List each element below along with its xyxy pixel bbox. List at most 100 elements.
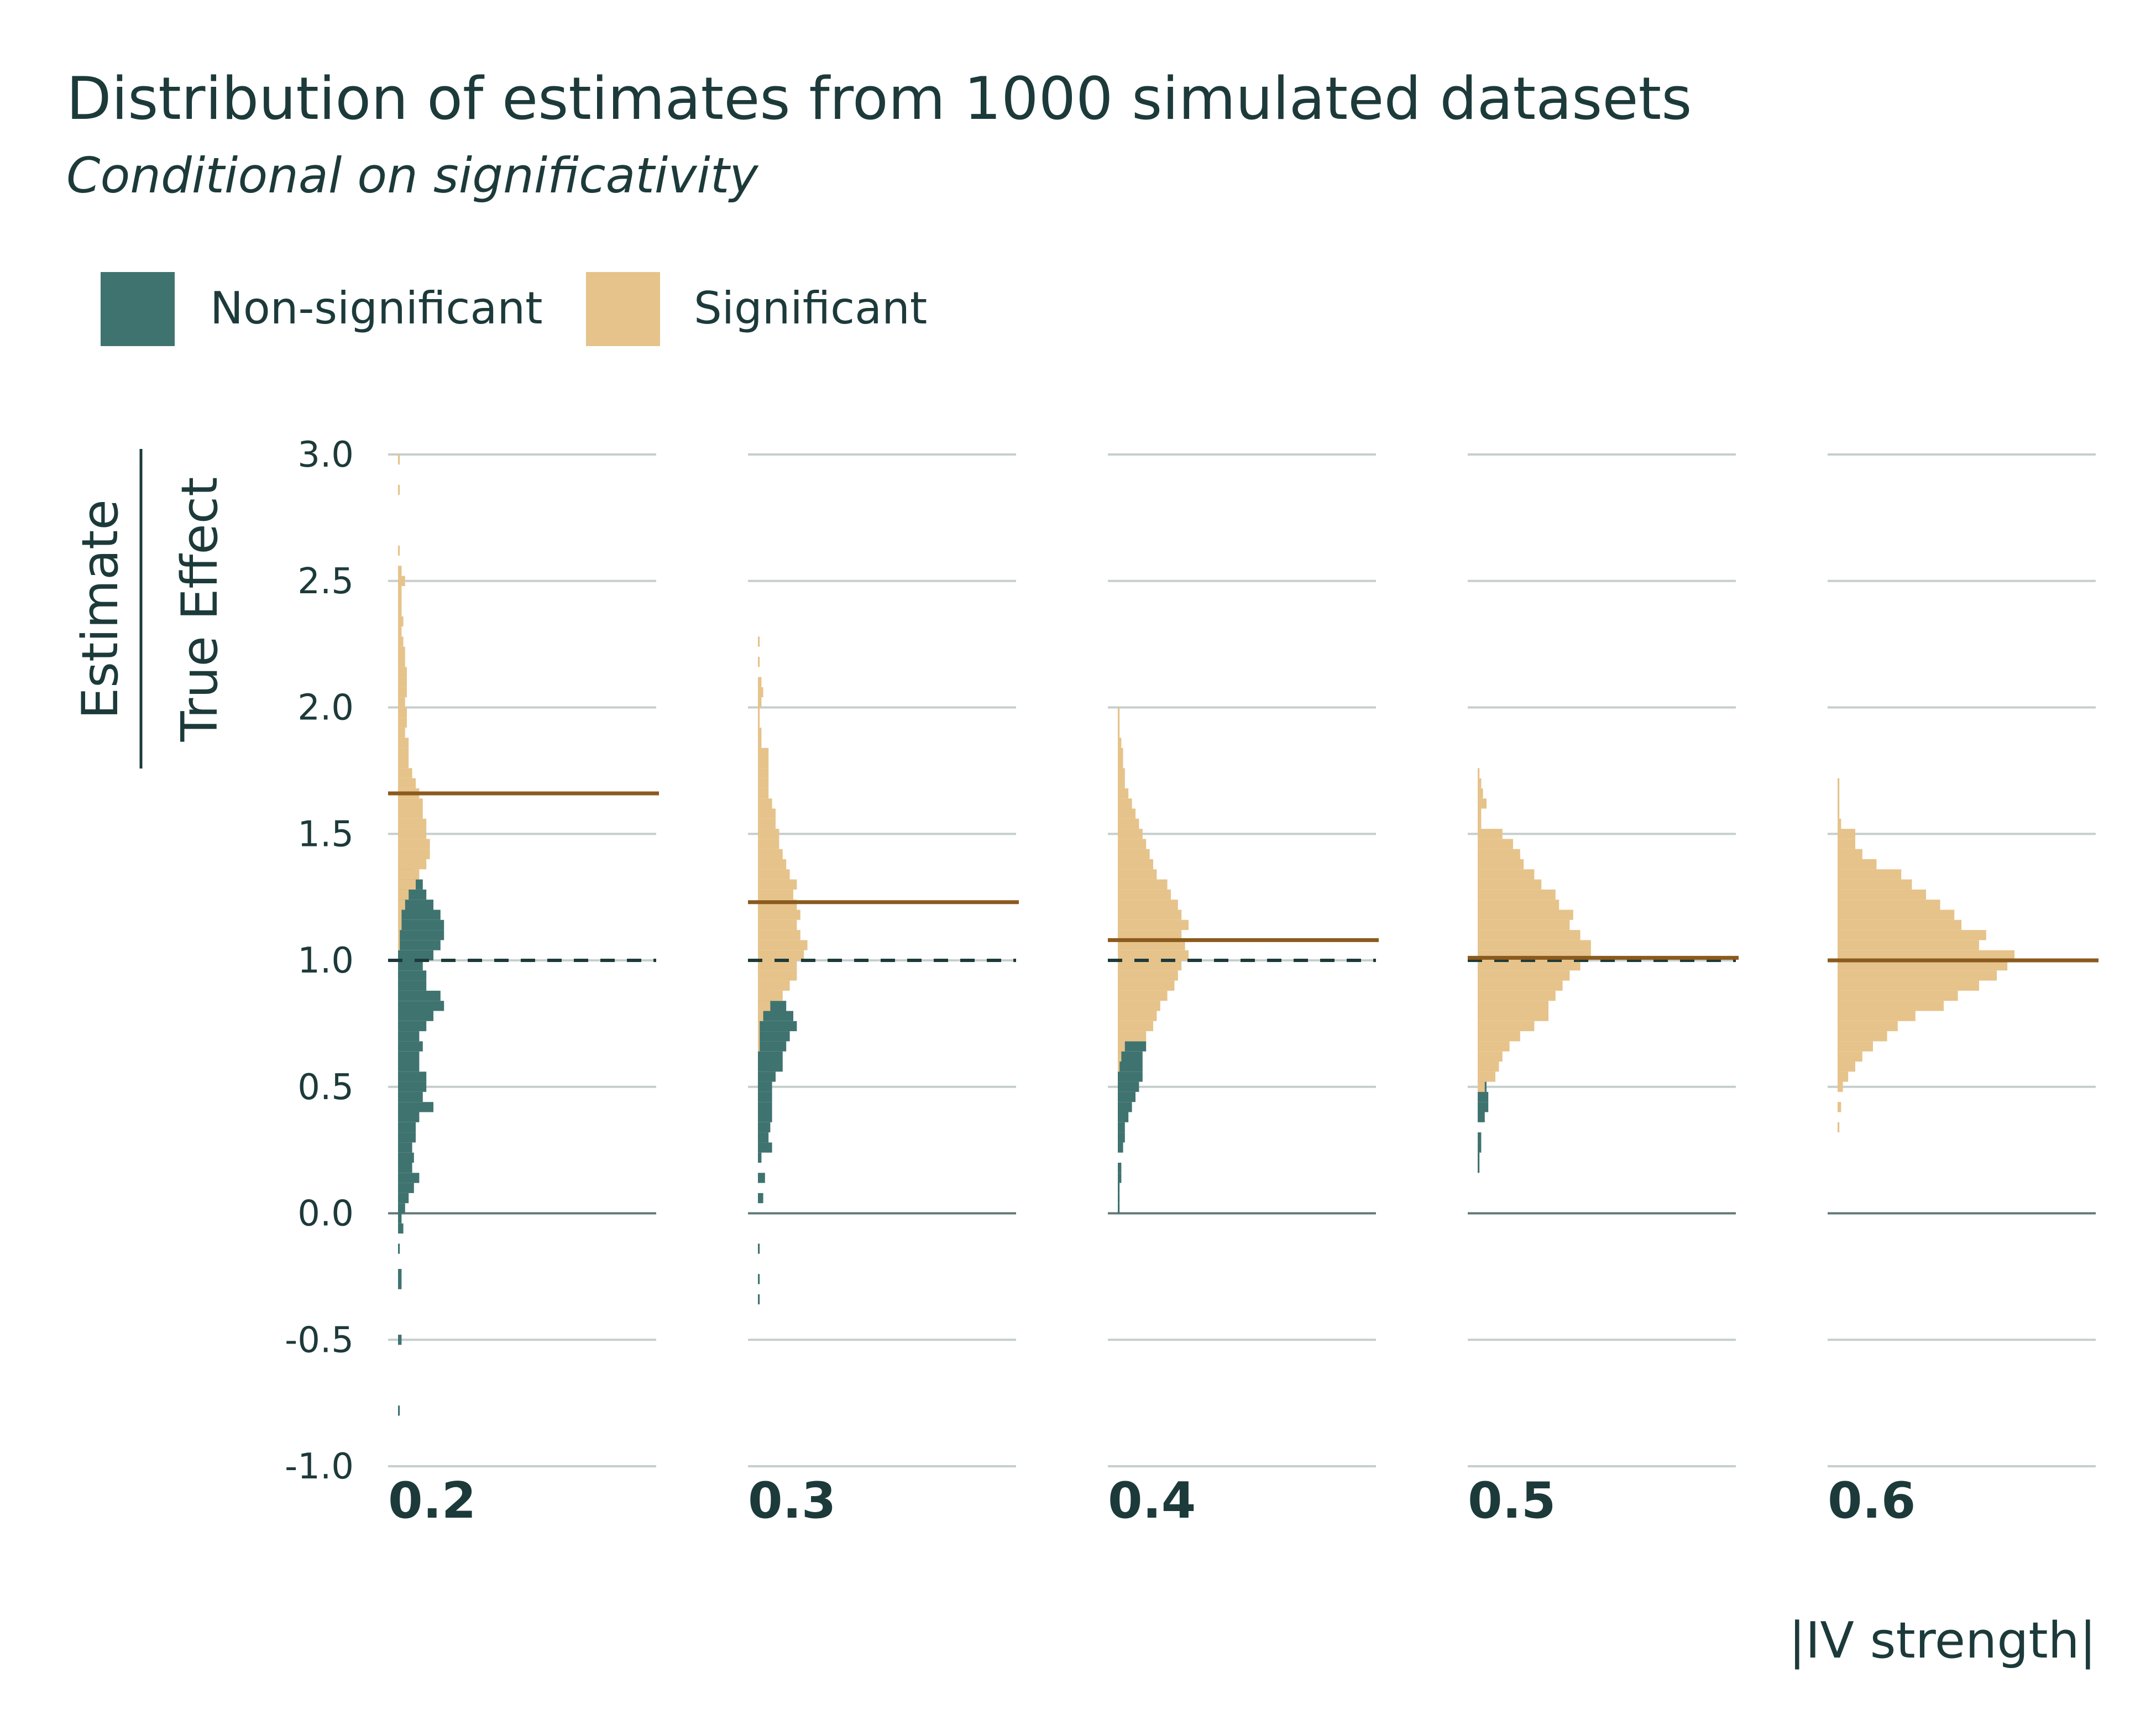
histogram-bar-non-significant xyxy=(1118,1051,1143,1062)
histogram-bar-significant xyxy=(1118,728,1120,738)
histogram-bar-significant xyxy=(1478,1062,1499,1072)
histogram-bar-non-significant xyxy=(398,1031,420,1042)
histogram-bar-non-significant xyxy=(1478,1132,1482,1143)
histogram-bar-significant xyxy=(758,839,779,849)
histogram-bar-significant xyxy=(398,900,405,910)
histogram-bar-significant xyxy=(1118,1001,1160,1011)
histogram-bar-significant xyxy=(398,606,402,616)
facet-label: 0.5 xyxy=(1468,1472,1556,1530)
histogram-bar-significant xyxy=(398,869,420,880)
histogram-bar-significant xyxy=(1478,879,1542,890)
histogram-bar-significant xyxy=(398,616,404,627)
histogram-bar-significant xyxy=(398,646,405,657)
histogram-bar-significant xyxy=(1478,980,1563,991)
y-tick-label: 2.5 xyxy=(297,561,354,602)
histogram-bar-non-significant xyxy=(1118,1122,1125,1133)
histogram-bar-significant xyxy=(758,1021,760,1032)
y-tick-label: 3.0 xyxy=(297,435,354,475)
histogram-bar-significant xyxy=(1478,900,1560,910)
histogram-bar-significant xyxy=(1118,818,1139,829)
histogram-bar-significant xyxy=(1478,940,1591,950)
histogram-bar-significant xyxy=(1838,960,2008,971)
histogram-bar-significant xyxy=(758,717,760,728)
histogram-bar-significant xyxy=(1478,849,1520,859)
histogram-bar-significant xyxy=(758,1001,771,1011)
histogram-bar-non-significant xyxy=(398,1102,433,1112)
histogram-bar-significant xyxy=(1118,900,1178,910)
histogram-bar-significant xyxy=(1118,829,1143,839)
histogram-bar-significant xyxy=(758,687,763,698)
histogram-bar-significant xyxy=(398,596,402,607)
histogram-bar-significant xyxy=(1118,839,1147,849)
histogram-bar-significant xyxy=(1478,919,1570,931)
histogram-bar-significant xyxy=(758,738,762,748)
histogram-bar-significant xyxy=(1118,879,1168,890)
histogram-bar-significant xyxy=(758,859,787,870)
histogram-bar-significant xyxy=(398,677,407,687)
histogram-bar-significant xyxy=(398,849,430,859)
histogram-bar-significant xyxy=(1838,1062,1855,1072)
histogram-bar-significant xyxy=(1838,839,1855,849)
histogram-bar-significant xyxy=(758,636,760,647)
histogram-bar-significant xyxy=(398,768,412,778)
histogram-bar-non-significant xyxy=(758,1142,772,1153)
facet-label: 0.4 xyxy=(1108,1472,1196,1530)
y-tick-label: -0.5 xyxy=(285,1320,354,1361)
histogram-bar-non-significant xyxy=(398,1062,420,1072)
histogram-bar-significant xyxy=(1118,960,1182,971)
y-axis-label: Estimate True Effect xyxy=(71,449,229,769)
histogram-bar-non-significant xyxy=(1118,1081,1139,1092)
histogram-bar-non-significant xyxy=(398,1011,433,1021)
histogram-bar-significant xyxy=(758,909,800,920)
histogram-bar-non-significant xyxy=(758,1062,783,1072)
histogram-bar-significant xyxy=(1478,1011,1548,1021)
histogram-bar-non-significant xyxy=(398,1132,416,1143)
histogram-bar-non-significant xyxy=(398,960,423,971)
histogram-bar-non-significant xyxy=(758,1193,763,1204)
histogram-bar-significant xyxy=(1838,1011,1916,1021)
histogram-bar-significant xyxy=(398,839,430,849)
histogram-bar-non-significant xyxy=(1118,1163,1122,1173)
y-tick-label: 0.5 xyxy=(297,1067,354,1108)
histogram-bar-significant xyxy=(1838,1102,1841,1112)
histogram-bar-significant xyxy=(758,758,769,769)
histogram-bar-non-significant xyxy=(1478,1091,1489,1102)
histogram-bar-non-significant xyxy=(1478,1163,1480,1173)
histogram-bar-significant xyxy=(758,889,793,900)
histogram-bar-significant xyxy=(758,748,769,758)
histogram-bar-significant xyxy=(398,566,402,576)
histogram-bar-significant xyxy=(1478,778,1482,788)
histogram-bar-significant xyxy=(398,919,402,931)
histogram-bar-non-significant xyxy=(398,1081,427,1092)
histogram-bar-non-significant xyxy=(1478,1152,1480,1163)
histogram-bar-significant xyxy=(1118,1011,1157,1021)
histogram-bar-significant xyxy=(758,930,800,940)
histogram-bar-non-significant xyxy=(398,1142,412,1153)
histogram-bar-non-significant xyxy=(1478,1102,1489,1112)
histogram-bar-significant xyxy=(398,940,400,950)
histogram-bar-non-significant xyxy=(398,1112,420,1122)
legend-label-non-significant: Non-significant xyxy=(210,283,542,334)
histogram-bar-significant xyxy=(1118,1041,1125,1052)
histogram-bar-significant xyxy=(1478,1051,1503,1062)
histogram-bar-significant xyxy=(1838,1041,1873,1052)
histogram-bar-non-significant xyxy=(758,1091,772,1102)
y-axis-label-numerator: Estimate xyxy=(71,499,129,719)
histogram-bar-significant xyxy=(398,879,416,890)
histogram-bar-significant xyxy=(1838,940,1979,950)
histogram-bar-non-significant xyxy=(398,1203,405,1214)
histogram-bar-significant xyxy=(758,879,797,890)
histogram-bar-significant xyxy=(758,950,804,960)
histogram-bar-non-significant xyxy=(398,1152,414,1163)
histogram-bar-significant xyxy=(398,738,409,748)
histogram-bar-significant xyxy=(1118,717,1120,728)
histogram-bar-significant xyxy=(398,626,402,637)
histogram-bar-significant xyxy=(758,788,769,799)
histogram-bar-non-significant xyxy=(1118,1071,1143,1082)
histogram-bar-significant xyxy=(758,990,783,1001)
facet-panel: 0.6 xyxy=(1828,453,2099,1530)
histogram-bar-significant xyxy=(758,697,762,708)
histogram-bar-non-significant xyxy=(398,1243,400,1254)
histogram-bar-non-significant xyxy=(758,1122,771,1133)
histogram-bar-non-significant xyxy=(398,909,441,920)
